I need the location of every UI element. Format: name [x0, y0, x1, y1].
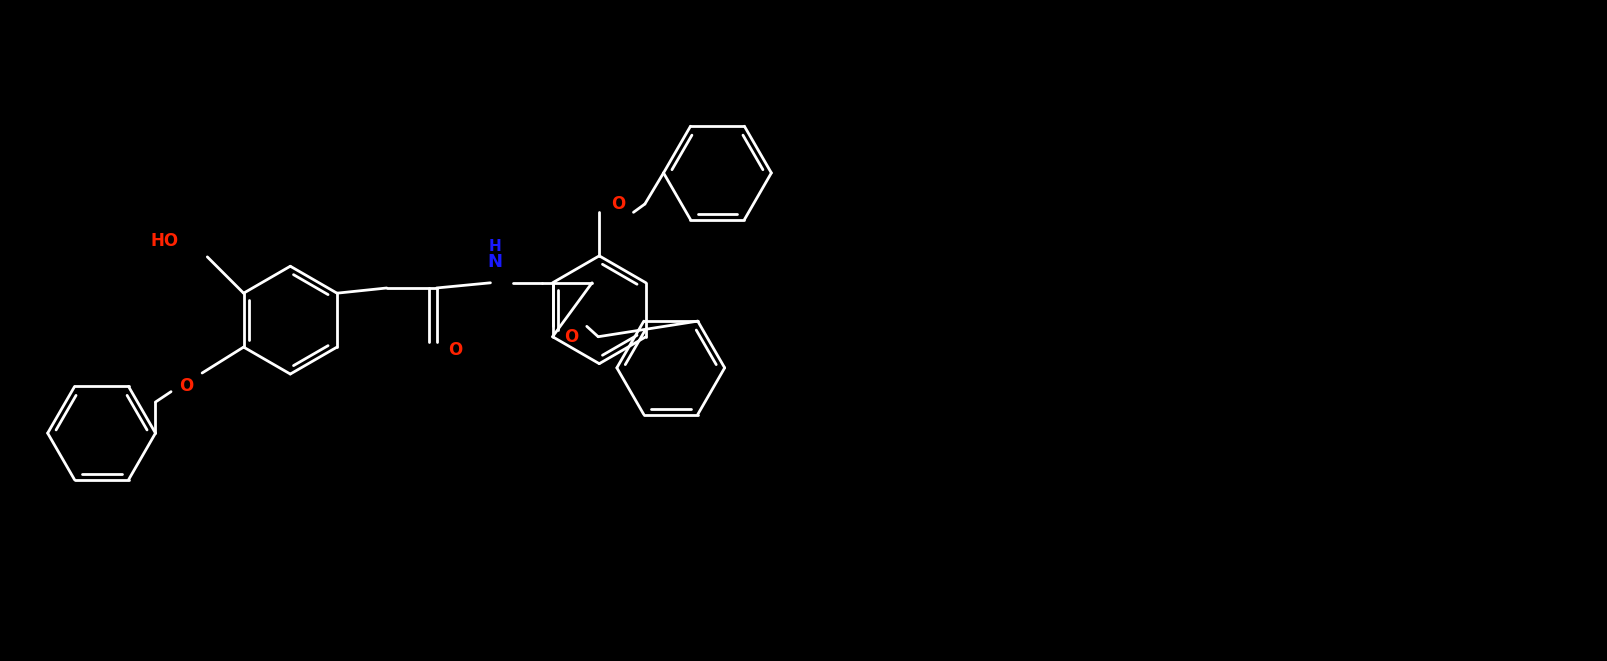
Text: HO: HO	[149, 232, 178, 251]
Text: O: O	[611, 195, 625, 213]
Text: H: H	[489, 239, 501, 254]
Text: N: N	[487, 253, 501, 271]
Text: O: O	[180, 377, 194, 395]
Text: O: O	[448, 341, 463, 359]
Text: O: O	[564, 328, 579, 346]
